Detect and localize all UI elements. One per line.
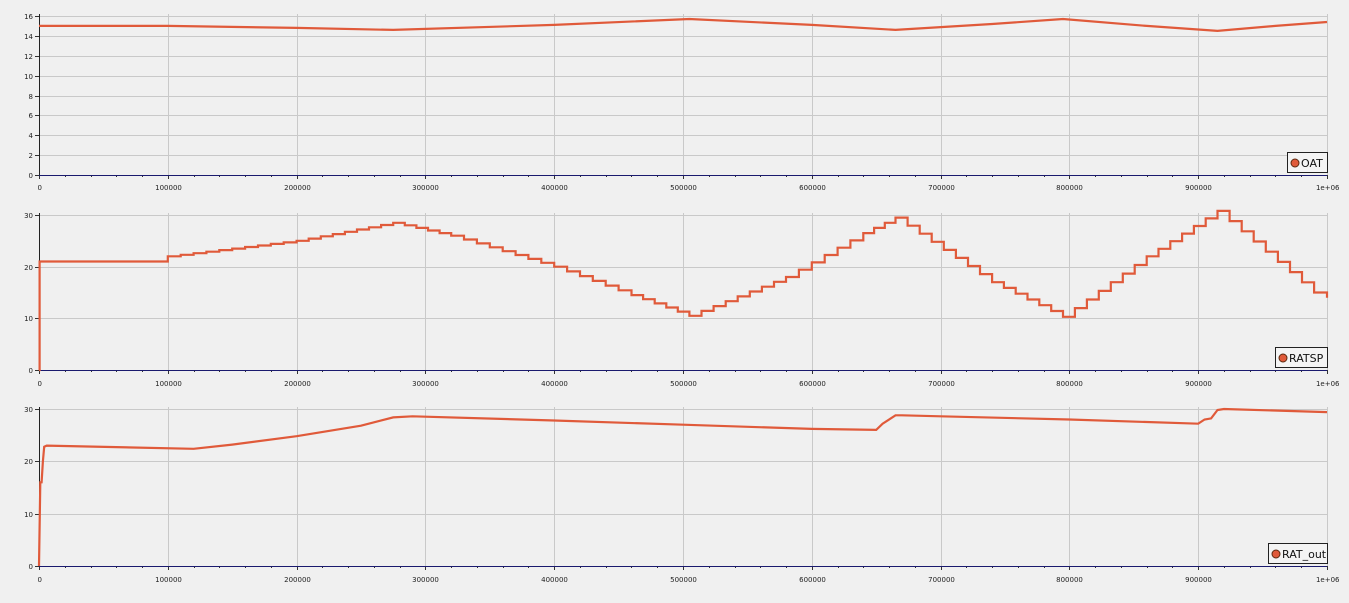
legend: RAT_out [1268,543,1328,564]
x-tick-label: 800000 [1056,380,1083,388]
y-tick-label: 14 [24,33,33,41]
legend-marker [1271,549,1281,559]
x-tick-label: 800000 [1056,576,1083,584]
x-tick-label: 600000 [799,576,826,584]
x-tick-label: 900000 [1185,380,1212,388]
y-tick-label: 30 [24,212,33,220]
x-tick-label: 500000 [670,380,697,388]
x-tick-label: 900000 [1185,576,1212,584]
x-tick-label: 600000 [799,380,826,388]
x-tick-label: 300000 [412,184,439,192]
y-tick-label: 10 [24,315,33,323]
x-tick-label: 100000 [155,380,182,388]
y-tick-label: 30 [24,406,33,414]
x-tick-label: 1e+06 [1316,184,1340,192]
legend: RATSP [1275,347,1328,368]
x-tick-label: 100000 [155,184,182,192]
y-tick-label: 2 [29,152,33,160]
y-tick-label: 10 [24,511,33,519]
y-tick-label: 6 [29,112,34,120]
x-tick-label: 400000 [541,380,568,388]
y-tick-label: 12 [24,53,33,61]
x-tick-label: 200000 [284,380,311,388]
series-line-oat [39,17,1328,33]
x-tick-label: 0 [38,184,42,192]
legend-label: RATSP [1289,352,1324,365]
y-tick-label: 0 [29,563,33,571]
chart-panel-1: 0 100000 200000 300000 400000 500000 600000 700… [24,13,1340,192]
x-tick-label: 300000 [412,380,439,388]
y-tick-label: 10 [24,73,33,81]
x-tick-label: 700000 [928,380,955,388]
x-tick-label: 500000 [670,184,697,192]
legend-box [1275,347,1328,368]
x-tick-label: 600000 [799,184,826,192]
x-tick-label: 500000 [670,576,697,584]
legend-marker [1278,353,1288,363]
x-tick-label: 0 [38,380,42,388]
legend-label: RAT_out [1282,548,1327,561]
legend-box [1287,152,1328,173]
legend: OAT [1287,152,1328,173]
x-tick-label: 1e+06 [1316,380,1340,388]
x-tick-label: 700000 [928,576,955,584]
x-tick-label: 400000 [541,576,568,584]
y-tick-label: 4 [29,132,34,140]
x-tick-label: 700000 [928,184,955,192]
x-tick-label: 200000 [284,576,311,584]
legend-label: OAT [1301,157,1323,170]
series-line-ratsp [38,209,1329,372]
chart-panel-2: 0 100000 200000 300000 400000 500000 600000 700… [24,209,1340,388]
legend-box [1268,543,1328,564]
y-tick-label: 20 [24,458,33,466]
x-tick-label: 900000 [1185,184,1212,192]
x-tick-label: 1e+06 [1316,576,1340,584]
legend-marker [1290,158,1300,168]
y-tick-label: 0 [29,172,33,180]
x-tick-label: 200000 [284,184,311,192]
y-tick-label: 8 [29,93,33,101]
chart-panel-3: 0 100000 200000 300000 400000 500000 600000 700… [24,406,1340,584]
x-tick-label: 400000 [541,184,568,192]
series-line-rat-out [37,407,1328,567]
x-tick-label: 800000 [1056,184,1083,192]
y-tick-label: 16 [24,13,33,21]
y-tick-label: 20 [24,264,33,272]
x-tick-label: 0 [38,576,42,584]
x-tick-label: 100000 [155,576,182,584]
y-tick-label: 0 [29,367,33,375]
x-tick-label: 300000 [412,576,439,584]
